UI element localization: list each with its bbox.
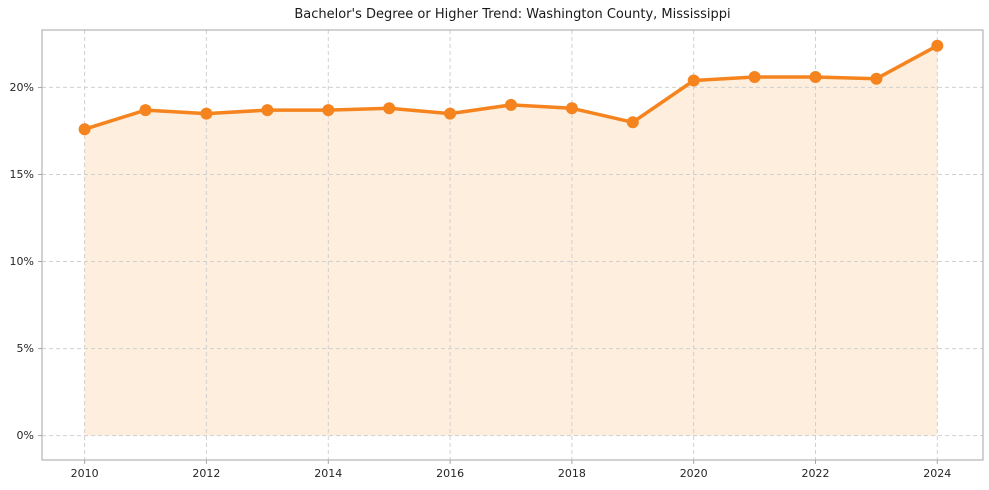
x-tick-label: 2014 [314, 467, 342, 480]
x-tick-label: 2020 [680, 467, 708, 480]
x-tick-label: 2022 [802, 467, 830, 480]
y-tick-label: 5% [17, 342, 34, 355]
data-point [687, 74, 700, 87]
y-tick-label: 15% [10, 168, 34, 181]
data-point [931, 39, 944, 52]
data-point [322, 104, 335, 117]
data-point [565, 102, 578, 115]
x-tick-label: 2012 [192, 467, 220, 480]
data-point [261, 104, 274, 117]
x-tick-label: 2018 [558, 467, 586, 480]
data-point [505, 98, 517, 111]
x-tick-label: 2016 [436, 467, 464, 480]
data-point [200, 107, 213, 120]
x-tick-label: 2010 [71, 467, 99, 480]
chart-title: Bachelor's Degree or Higher Trend: Washi… [294, 7, 731, 22]
data-point [748, 71, 761, 83]
data-point [78, 123, 91, 136]
data-point [444, 107, 457, 120]
y-tick-label: 10% [10, 255, 34, 268]
y-tick-label: 0% [17, 429, 34, 442]
x-tick-label: 2024 [923, 467, 951, 480]
data-point [870, 72, 883, 85]
data-point [809, 71, 822, 83]
data-point [383, 102, 396, 115]
y-tick-label: 20% [10, 81, 34, 94]
data-point [626, 116, 639, 129]
area-fill [84, 45, 938, 436]
plot-border [41, 29, 984, 461]
data-point [139, 104, 152, 117]
